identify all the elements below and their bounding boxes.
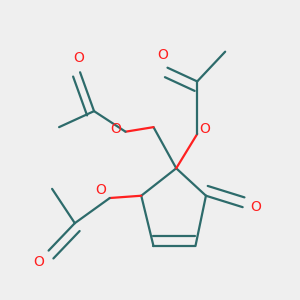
Text: O: O xyxy=(157,48,168,62)
Text: O: O xyxy=(73,51,84,64)
Text: O: O xyxy=(110,122,121,136)
Text: O: O xyxy=(200,122,210,136)
Text: O: O xyxy=(33,255,44,269)
Text: O: O xyxy=(250,200,261,214)
Text: O: O xyxy=(96,183,106,197)
